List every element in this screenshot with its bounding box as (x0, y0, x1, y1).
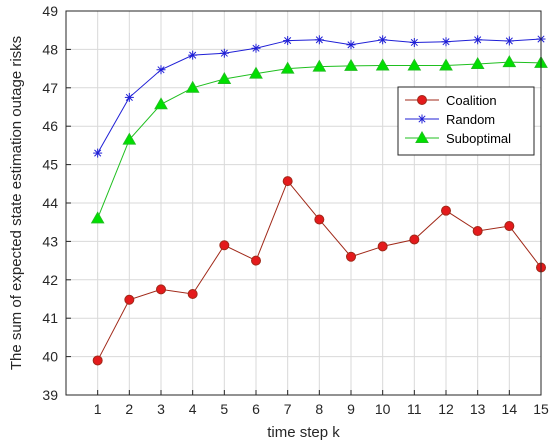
x-tick-label: 14 (502, 401, 518, 417)
data-point-suboptimal (439, 58, 453, 71)
data-point-coalition (504, 221, 515, 232)
data-point-random (251, 43, 261, 53)
data-point-coalition (282, 176, 293, 187)
data-point-suboptimal (185, 80, 200, 93)
data-point-random (283, 36, 293, 46)
x-tick-label: 4 (189, 401, 197, 417)
y-tick-label: 43 (42, 233, 58, 249)
data-point-random (346, 40, 356, 50)
x-tick-label: 11 (407, 401, 422, 417)
data-point-coalition (409, 234, 420, 245)
x-axis-title: time step k (267, 424, 340, 441)
x-tick-label: 1 (94, 401, 102, 417)
data-point-random (219, 48, 229, 58)
legend-label-coalition: Coalition (446, 93, 497, 108)
data-point-coalition (187, 289, 198, 300)
x-tick-label: 8 (315, 401, 323, 417)
series-suboptimal (90, 55, 548, 224)
x-tick-label: 3 (157, 401, 165, 417)
data-point-suboptimal (249, 66, 263, 79)
legend-label-random: Random (446, 112, 495, 127)
x-tick-label: 15 (533, 401, 549, 417)
data-point-suboptimal (407, 58, 422, 71)
data-point-random (156, 65, 166, 75)
data-point-random (314, 35, 324, 45)
data-point-coalition (346, 251, 356, 262)
data-point-random (473, 35, 483, 45)
x-tick-label: 9 (347, 401, 355, 417)
y-tick-label: 41 (42, 310, 58, 326)
series-layer (90, 34, 548, 366)
legend-marker-coalition (417, 95, 427, 105)
data-point-suboptimal (122, 132, 137, 145)
data-point-random (441, 37, 451, 47)
data-point-random (188, 50, 198, 60)
data-point-coalition (219, 240, 230, 251)
data-point-suboptimal (90, 211, 105, 224)
ticks: 1 2 3 4 5 6 7 8 9 10 11 12 13 14 153940414243444546474… (42, 3, 549, 417)
data-point-coalition (377, 241, 388, 252)
data-point-random (409, 37, 419, 47)
data-point-coalition (441, 205, 451, 216)
legend-marker-suboptimal (415, 130, 429, 143)
legend-label-suboptimal: Suboptimal (446, 131, 511, 146)
data-point-coalition (472, 226, 483, 237)
x-tick-label: 6 (252, 401, 260, 417)
y-tick-label: 42 (42, 272, 58, 288)
data-point-suboptimal (154, 97, 168, 110)
legend-marker-random (417, 114, 427, 124)
y-tick-label: 40 (42, 349, 58, 365)
y-tick-label: 49 (42, 3, 58, 19)
x-tick-label: 7 (284, 401, 292, 417)
y-tick-label: 47 (42, 80, 58, 96)
data-point-suboptimal (312, 59, 327, 72)
x-tick-label: 13 (470, 401, 486, 417)
legend: Coalition Random Suboptimal (397, 86, 535, 156)
data-point-suboptimal (375, 58, 390, 71)
x-tick-label: 2 (125, 401, 133, 417)
y-tick-label: 44 (42, 195, 58, 211)
data-point-coalition (314, 214, 325, 225)
data-point-coalition (92, 355, 103, 366)
y-axis-title: The sum of expected state estimation out… (8, 36, 25, 370)
data-point-random (504, 36, 514, 46)
y-tick-label: 46 (42, 118, 58, 134)
data-point-suboptimal (217, 71, 232, 84)
x-tick-label: 12 (438, 401, 454, 417)
data-point-coalition (124, 294, 135, 305)
data-point-random (124, 92, 134, 102)
data-point-suboptimal (280, 61, 295, 74)
data-point-coalition (251, 255, 261, 266)
data-point-suboptimal (470, 56, 485, 69)
data-point-suboptimal (502, 55, 517, 68)
data-point-suboptimal (344, 58, 358, 71)
x-tick-label: 5 (220, 401, 228, 417)
data-point-random (378, 35, 388, 45)
x-tick-label: 10 (375, 401, 391, 417)
y-tick-label: 48 (42, 41, 58, 57)
y-tick-label: 45 (42, 157, 58, 173)
data-point-random (93, 148, 103, 158)
data-point-coalition (156, 284, 166, 295)
y-tick-label: 39 (42, 387, 58, 403)
